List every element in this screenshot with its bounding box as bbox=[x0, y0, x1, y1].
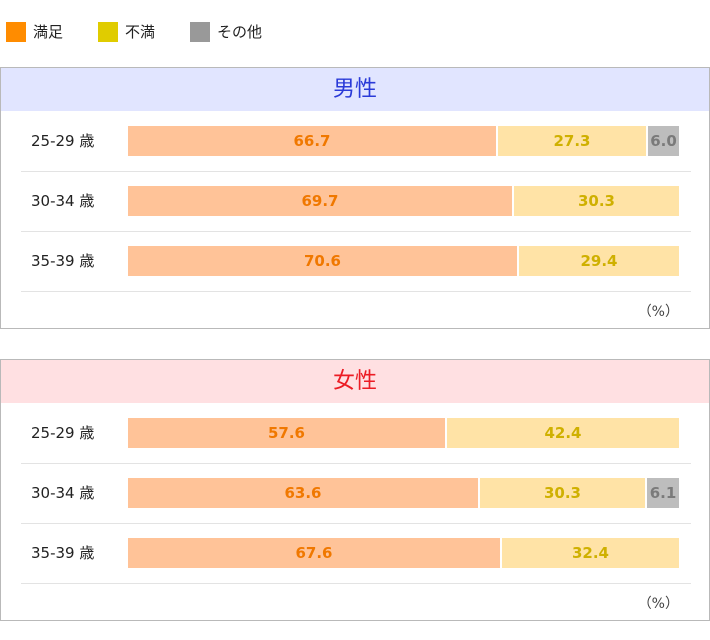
female-row-3: 35-39 歳 67.6 32.4 bbox=[21, 523, 691, 584]
category-label: 35-39 歳 bbox=[31, 544, 95, 562]
male-row-1: 25-29 歳 66.7 27.3 6.0 bbox=[21, 111, 691, 172]
male-stacked-bar-3: 70.6 29.4 bbox=[128, 246, 679, 276]
chart-legend: 満足 不満 その他 bbox=[0, 0, 710, 64]
male-row-3: 35-39 歳 70.6 29.4 bbox=[21, 231, 691, 292]
bar-segment-satisfied: 63.6 bbox=[128, 478, 478, 508]
male-chart-panel: 男性 25-29 歳 66.7 27.3 6.0 30-34 歳 69.7 30.3 35-3… bbox=[0, 67, 710, 329]
bar-segment-satisfied: 69.7 bbox=[128, 186, 512, 216]
female-stacked-bar-2: 63.6 30.3 6.1 bbox=[128, 478, 679, 508]
female-chart-panel: 女性 25-29 歳 57.6 42.4 30-34 歳 63.6 30.3 6.1 35-3… bbox=[0, 359, 710, 621]
bar-segment-dissatisfied: 30.3 bbox=[478, 478, 645, 508]
bar-segment-satisfied: 66.7 bbox=[128, 126, 496, 156]
category-label: 30-34 歳 bbox=[31, 484, 95, 502]
bar-segment-dissatisfied: 32.4 bbox=[500, 538, 679, 568]
bar-segment-dissatisfied: 27.3 bbox=[496, 126, 646, 156]
female-stacked-bar-3: 67.6 32.4 bbox=[128, 538, 679, 568]
bar-segment-dissatisfied: 30.3 bbox=[512, 186, 679, 216]
female-unit-label: （%） bbox=[637, 596, 679, 612]
female-row-2: 30-34 歳 63.6 30.3 6.1 bbox=[21, 463, 691, 524]
bar-segment-other: 6.1 bbox=[645, 478, 679, 508]
bar-segment-dissatisfied: 42.4 bbox=[445, 418, 679, 448]
male-chart-title: 男性 bbox=[1, 68, 709, 111]
category-label: 25-29 歳 bbox=[31, 132, 95, 150]
female-stacked-bar-1: 57.6 42.4 bbox=[128, 418, 679, 448]
legend-label-other: その他 bbox=[217, 23, 263, 41]
bar-segment-satisfied: 70.6 bbox=[128, 246, 517, 276]
legend-swatch-other bbox=[190, 22, 210, 42]
legend-label-satisfied: 満足 bbox=[33, 23, 64, 41]
female-chart-title: 女性 bbox=[1, 360, 709, 403]
bar-segment-other: 6.0 bbox=[646, 126, 679, 156]
category-label: 30-34 歳 bbox=[31, 192, 95, 210]
male-stacked-bar-1: 66.7 27.3 6.0 bbox=[128, 126, 679, 156]
male-stacked-bar-2: 69.7 30.3 bbox=[128, 186, 679, 216]
legend-swatch-satisfied bbox=[6, 22, 26, 42]
category-label: 25-29 歳 bbox=[31, 424, 95, 442]
female-row-1: 25-29 歳 57.6 42.4 bbox=[21, 403, 691, 464]
category-label: 35-39 歳 bbox=[31, 252, 95, 270]
bar-segment-satisfied: 57.6 bbox=[128, 418, 445, 448]
legend-label-dissatisfied: 不満 bbox=[125, 23, 156, 41]
legend-swatch-dissatisfied bbox=[98, 22, 118, 42]
bar-segment-dissatisfied: 29.4 bbox=[517, 246, 679, 276]
male-row-2: 30-34 歳 69.7 30.3 bbox=[21, 171, 691, 232]
male-unit-label: （%） bbox=[637, 304, 679, 320]
bar-segment-satisfied: 67.6 bbox=[128, 538, 500, 568]
